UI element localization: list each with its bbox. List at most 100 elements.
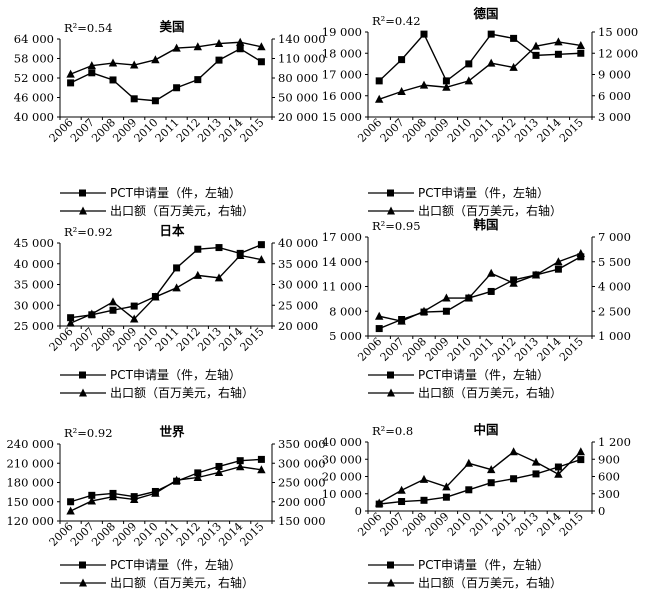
- pct-data-point: [554, 265, 562, 273]
- x-tick-label: 2007: [378, 510, 407, 539]
- export-data-point: [108, 297, 118, 306]
- export-data-point: [87, 61, 96, 70]
- x-tick-label: 2015: [238, 325, 267, 354]
- r-squared-label: R²=0.54: [64, 21, 113, 35]
- export-data-point: [576, 40, 585, 49]
- legend-label-pct: PCT申请量（件，左轴）: [110, 186, 241, 200]
- right-tick-label: 600: [598, 470, 620, 484]
- r-squared-label: R²=0.92: [64, 225, 113, 239]
- right-tick-label: 200 000: [278, 495, 326, 509]
- left-tick-label: 20 000: [322, 470, 362, 484]
- export-data-point: [236, 37, 245, 46]
- left-tick-label: 35 000: [14, 278, 54, 292]
- triangle-marker-line-icon: [60, 577, 106, 589]
- export-data-point: [487, 465, 496, 474]
- right-tick-label: 900: [598, 452, 620, 466]
- x-tick-label: 2010: [445, 510, 474, 539]
- pct-series-line: [379, 458, 582, 505]
- left-tick-label: 30 000: [322, 452, 362, 466]
- export-data-point: [419, 80, 429, 89]
- right-tick-label: 9 000: [598, 68, 631, 82]
- chart-title: 日本: [159, 223, 185, 238]
- export-series-line: [70, 466, 262, 512]
- pct-data-point: [88, 69, 96, 77]
- legend-label-export: 出口额（百万美元，右轴）: [110, 386, 255, 400]
- triangle-marker-line-icon: [368, 205, 414, 217]
- export-data-point: [397, 485, 406, 494]
- legend-label-pct: PCT申请量（件，左轴）: [418, 186, 549, 200]
- export-data-point: [172, 475, 181, 484]
- x-tick-label: 2014: [535, 510, 564, 539]
- export-data-point: [531, 457, 541, 466]
- export-data-point: [509, 278, 518, 287]
- legend-item-pct: PCT申请量（件，左轴）: [368, 556, 562, 574]
- export-data-point: [419, 306, 429, 315]
- right-tick-label: 1 200: [598, 435, 631, 449]
- left-tick-label: 0: [355, 504, 362, 518]
- pct-data-point: [510, 34, 518, 42]
- pct-data-point: [109, 76, 117, 84]
- x-tick-label: 2012: [174, 325, 203, 354]
- left-tick-label: 17 000: [322, 68, 362, 82]
- pct-data-point: [151, 97, 159, 105]
- pct-data-point: [67, 498, 75, 506]
- right-tick-label: 25 000: [278, 298, 318, 312]
- x-tick-label: 2014: [535, 335, 564, 364]
- legend-label-pct: PCT申请量（件，左轴）: [110, 368, 241, 382]
- export-data-point: [375, 94, 384, 103]
- square-marker-line-icon: [60, 369, 106, 381]
- legend-item-export: 出口额（百万美元，右轴）: [60, 202, 254, 220]
- legend-label-export: 出口额（百万美元，右轴）: [418, 386, 563, 400]
- legend-label-pct: PCT申请量（件，左轴）: [110, 558, 241, 572]
- x-tick-label: 2010: [445, 335, 474, 364]
- x-tick-label: 2011: [467, 116, 496, 145]
- export-data-point: [236, 250, 245, 259]
- right-tick-label: 250 000: [278, 476, 326, 490]
- export-series-line: [378, 450, 582, 504]
- r-squared-label: R²=0.42: [372, 14, 421, 28]
- chart-panel: 5 000 8 000 11 000 14 000 17 000 1 000 2 500 4 …: [322, 217, 631, 364]
- export-data-point: [464, 458, 473, 467]
- legend-japan-korea-right: PCT申请量（件，左轴） 出口额（百万美元，右轴）: [368, 366, 562, 402]
- right-tick-label: 40 000: [278, 236, 318, 250]
- legend-usa-germany: PCT申请量（件，左轴） 出口额（百万美元，右轴）: [60, 184, 254, 220]
- pct-data-point: [257, 455, 265, 463]
- export-data-point: [214, 467, 224, 476]
- pct-data-point: [194, 245, 202, 253]
- pct-data-point: [465, 486, 473, 494]
- right-tick-label: 20 000: [278, 110, 318, 124]
- pct-data-point: [236, 457, 244, 465]
- legend-world-china-right: PCT申请量（件，左轴） 出口额（百万美元，右轴）: [368, 556, 562, 592]
- legend-label-export: 出口额（百万美元，右轴）: [418, 576, 563, 590]
- export-data-point: [214, 273, 224, 282]
- r-squared-label: R²=0.8: [372, 424, 413, 438]
- right-tick-label: 35 000: [278, 257, 318, 271]
- export-data-point: [214, 39, 224, 48]
- legend-item-export: 出口额（百万美元，右轴）: [368, 574, 562, 592]
- x-tick-label: 2010: [132, 116, 161, 145]
- x-tick-label: 2014: [535, 116, 564, 145]
- legend-item-pct: PCT申请量（件，左轴）: [60, 184, 254, 202]
- legend-item-export: 出口额（百万美元，右轴）: [60, 574, 254, 592]
- export-data-point: [554, 257, 563, 266]
- x-tick-label: 2010: [132, 520, 161, 549]
- pct-data-point: [577, 456, 585, 464]
- chart-panel: 25 000 30 000 35 000 40 000 45 000 20 000 25 0…: [14, 223, 319, 354]
- right-tick-label: 20 000: [278, 319, 318, 333]
- export-data-point: [487, 58, 496, 67]
- export-data-point: [509, 62, 518, 71]
- left-tick-label: 19 000: [322, 25, 362, 39]
- export-data-point: [257, 255, 266, 264]
- export-data-point: [375, 498, 384, 507]
- triangle-marker-line-icon: [368, 387, 414, 399]
- export-data-point: [66, 318, 75, 327]
- export-data-point: [193, 270, 202, 279]
- pct-data-point: [109, 306, 117, 314]
- triangle-marker-line-icon: [60, 387, 106, 399]
- chart-panel: 15 000 16 000 17 000 18 000 19 000 3 000 6 000…: [322, 6, 639, 145]
- legend-label-export: 出口额（百万美元，右轴）: [418, 204, 563, 218]
- pct-series-line: [378, 32, 581, 82]
- legend-item-export: 出口额（百万美元，右轴）: [60, 384, 254, 402]
- x-tick-label: 2013: [512, 335, 541, 364]
